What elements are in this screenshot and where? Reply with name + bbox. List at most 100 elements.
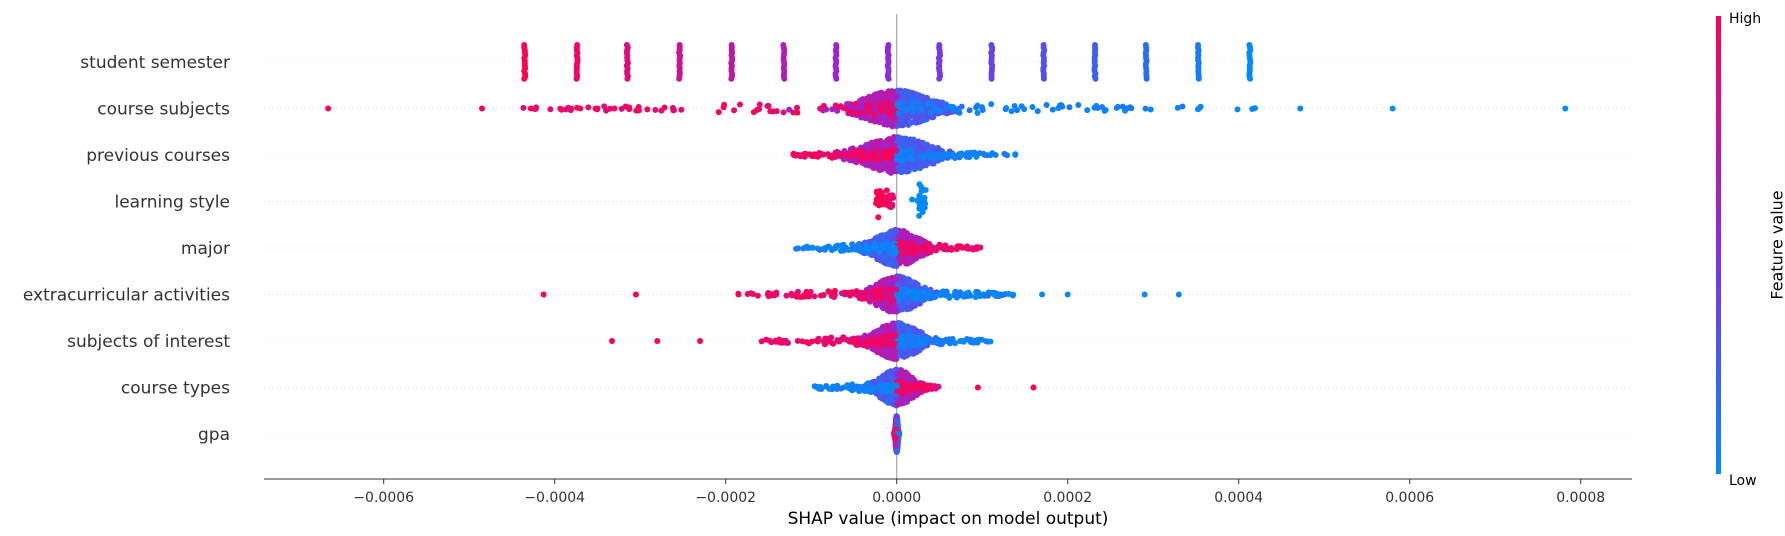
- shap-point: [915, 138, 922, 145]
- shap-point: [878, 286, 885, 293]
- shap-point: [914, 197, 921, 204]
- shap-point: [974, 384, 981, 391]
- shap-point: [992, 151, 999, 158]
- shap-point: [875, 200, 882, 207]
- shap-point: [920, 117, 927, 124]
- shap-point: [826, 289, 833, 296]
- shap-point: [880, 293, 887, 300]
- shap-point: [1043, 101, 1050, 108]
- shap-point: [897, 87, 904, 94]
- shap-point: [1142, 105, 1149, 112]
- shap-point: [904, 299, 911, 306]
- shap-point: [899, 371, 906, 378]
- shap-point: [807, 288, 814, 295]
- shap-point: [1066, 104, 1073, 111]
- shap-point: [875, 214, 882, 221]
- shap-point: [957, 289, 964, 296]
- shap-point: [966, 107, 973, 114]
- shap-point: [901, 384, 908, 391]
- shap-point: [893, 291, 900, 298]
- shap-point: [988, 101, 995, 108]
- shap-point: [773, 108, 780, 115]
- shap-point: [892, 442, 899, 449]
- shap-point: [955, 243, 962, 250]
- shap-point: [756, 101, 763, 108]
- shap-point: [897, 245, 904, 252]
- shap-point: [697, 338, 704, 344]
- shap-point: [837, 152, 844, 159]
- shap-point: [876, 335, 883, 342]
- shap-point: [879, 232, 886, 239]
- shap-point: [837, 385, 844, 392]
- shap-point: [919, 330, 926, 337]
- shap-point: [914, 109, 921, 116]
- shap-point: [905, 340, 912, 347]
- shap-point: [780, 337, 787, 344]
- shap-point: [893, 147, 900, 154]
- shap-point: [894, 417, 901, 424]
- shap-point: [896, 297, 903, 304]
- shap-point: [826, 385, 833, 392]
- shap-point: [829, 106, 836, 113]
- shap-point: [1064, 291, 1071, 298]
- shap-point: [899, 157, 906, 164]
- shap-point: [1249, 106, 1256, 112]
- shap-point: [632, 291, 639, 298]
- shap-point: [939, 156, 946, 163]
- shap-point: [883, 382, 890, 389]
- shap-point: [895, 110, 902, 117]
- shap-point: [826, 243, 833, 250]
- shap-point: [927, 109, 934, 116]
- shap-point: [1029, 104, 1036, 111]
- shap-point: [902, 294, 909, 301]
- shap-point: [905, 325, 912, 332]
- shap-point: [882, 239, 889, 246]
- shap-point: [876, 161, 883, 168]
- shap-point: [796, 152, 803, 159]
- shap-point: [893, 448, 900, 455]
- shap-point: [1039, 291, 1046, 298]
- shap-point: [1389, 105, 1396, 112]
- shap-point: [783, 292, 790, 299]
- shap-point: [918, 188, 925, 195]
- shap-point: [934, 340, 941, 347]
- shap-point: [1075, 101, 1082, 108]
- shap-point: [909, 164, 916, 171]
- shap-point: [876, 301, 883, 308]
- shap-point: [885, 106, 892, 113]
- shap-point: [914, 100, 921, 107]
- shap-point: [676, 75, 683, 82]
- shap-point: [916, 245, 923, 252]
- shap-point: [870, 110, 877, 117]
- shap-point: [894, 281, 901, 288]
- shap-point: [735, 291, 742, 298]
- shap-point: [793, 293, 800, 300]
- shap-point: [1005, 290, 1012, 297]
- shap-point: [788, 290, 795, 297]
- shap-point: [876, 327, 883, 334]
- shap-point: [728, 75, 735, 82]
- shap-point: [911, 244, 918, 251]
- shap-point: [834, 337, 841, 344]
- shap-point: [644, 106, 651, 113]
- shap-point: [833, 75, 840, 82]
- shap-point: [794, 337, 801, 344]
- shap-point: [764, 103, 771, 110]
- shap-point: [957, 152, 964, 159]
- shap-point: [869, 250, 876, 257]
- shap-point: [902, 91, 909, 98]
- shap-point: [750, 109, 757, 116]
- shap-point: [858, 295, 865, 302]
- shap-point: [903, 286, 910, 293]
- shap-point: [973, 104, 980, 111]
- shap-point: [910, 109, 917, 116]
- shap-point: [820, 291, 827, 298]
- shap-point: [868, 296, 875, 303]
- shap-point: [921, 249, 928, 256]
- shap-point: [873, 286, 880, 293]
- shap-point: [881, 143, 888, 150]
- shap-point: [885, 75, 892, 82]
- shap-point: [873, 342, 880, 349]
- shap-point: [1147, 106, 1154, 113]
- shap-point: [527, 105, 534, 112]
